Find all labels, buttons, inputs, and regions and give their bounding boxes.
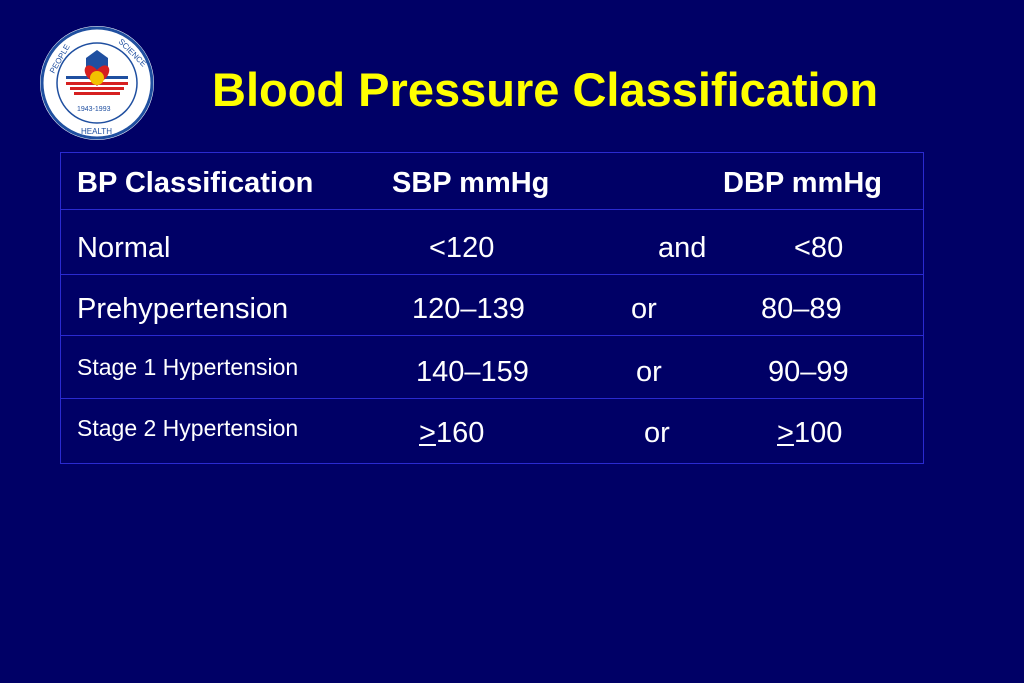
row-connector: or: [644, 417, 670, 449]
dbp-symbol: >: [777, 417, 794, 449]
row-sbp: >160: [419, 417, 484, 450]
table-row: Stage 2 Hypertension >160 or >100: [61, 399, 923, 461]
table-row: Normal <120 and <80: [61, 210, 923, 275]
sbp-symbol: >: [419, 417, 436, 449]
table-row: Prehypertension 120–139 or 80–89: [61, 275, 923, 336]
page-title: Blood Pressure Classification: [212, 63, 879, 116]
row-sbp: 140–159: [416, 356, 529, 388]
row-classification: Stage 2 Hypertension: [77, 415, 299, 441]
sbp-value: 160: [435, 417, 485, 449]
row-classification: Prehypertension: [77, 293, 289, 325]
row-connector: or: [636, 356, 662, 388]
table-row: Stage 1 Hypertension 140–159 or 90–99: [61, 336, 923, 399]
header-classification: BP Classification: [77, 167, 314, 199]
row-connector: or: [631, 293, 657, 325]
row-sbp: <120: [429, 232, 495, 264]
row-dbp: 80–89: [761, 293, 842, 325]
row-classification: Normal: [77, 232, 171, 264]
row-connector: and: [658, 232, 707, 264]
row-dbp: >100: [777, 417, 842, 450]
dbp-value: 100: [793, 417, 843, 449]
row-dbp: <80: [794, 232, 844, 264]
header-dbp: DBP mmHg: [723, 167, 882, 199]
health-seal-logo: PEOPLE SCIENCE HEALTH 1943-1993: [40, 26, 154, 140]
bp-classification-table: BP Classification SBP mmHg DBP mmHg Norm…: [60, 152, 924, 464]
svg-text:HEALTH: HEALTH: [81, 127, 112, 136]
header-sbp: SBP mmHg: [392, 167, 550, 199]
row-dbp: 90–99: [768, 356, 849, 388]
svg-text:1943-1993: 1943-1993: [77, 106, 111, 113]
table-header-row: BP Classification SBP mmHg DBP mmHg: [61, 153, 923, 210]
row-sbp: 120–139: [412, 293, 525, 325]
row-classification: Stage 1 Hypertension: [77, 354, 299, 380]
